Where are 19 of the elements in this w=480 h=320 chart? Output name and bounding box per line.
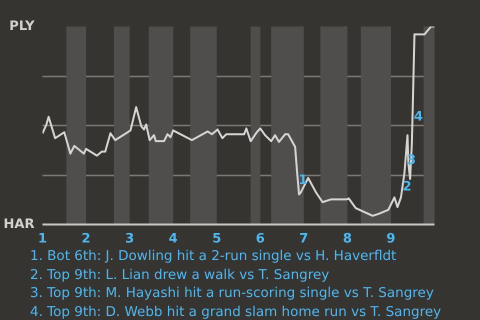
text: 1. Bot 6th: J. Dowling hit a 2-run single vs H. Haverfldt — [30, 248, 396, 264]
x-tick-label: 3 — [125, 232, 134, 246]
text: HAR — [4, 217, 34, 232]
annotation: 2 — [402, 180, 412, 195]
annotation: 1 — [298, 172, 308, 188]
text: 2. Top 9th: L. Lian drew a walk vs T. Sangrey — [30, 266, 330, 282]
x-tick-label: 7 — [299, 232, 308, 246]
text: PLY — [9, 19, 36, 34]
x-tick-label: 5 — [212, 232, 222, 246]
x-tick-label: 4 — [168, 232, 178, 246]
x-tick-label: 8 — [342, 232, 352, 246]
annotation: 3 — [406, 153, 416, 168]
x-tick-label: 6 — [256, 232, 265, 246]
text: 3. Top 9th: M. Hayashi hit a run-scoring single vs T. Sangrey — [30, 285, 434, 301]
x-tick-label: 9 — [386, 232, 396, 246]
annotation: 4 — [414, 110, 423, 125]
x-tick-label: 1 — [38, 232, 48, 246]
text: 4. Top 9th: D. Webb hit a grand slam home run vs T. Sangrey — [30, 304, 442, 320]
x-tick-label: 2 — [82, 232, 91, 246]
